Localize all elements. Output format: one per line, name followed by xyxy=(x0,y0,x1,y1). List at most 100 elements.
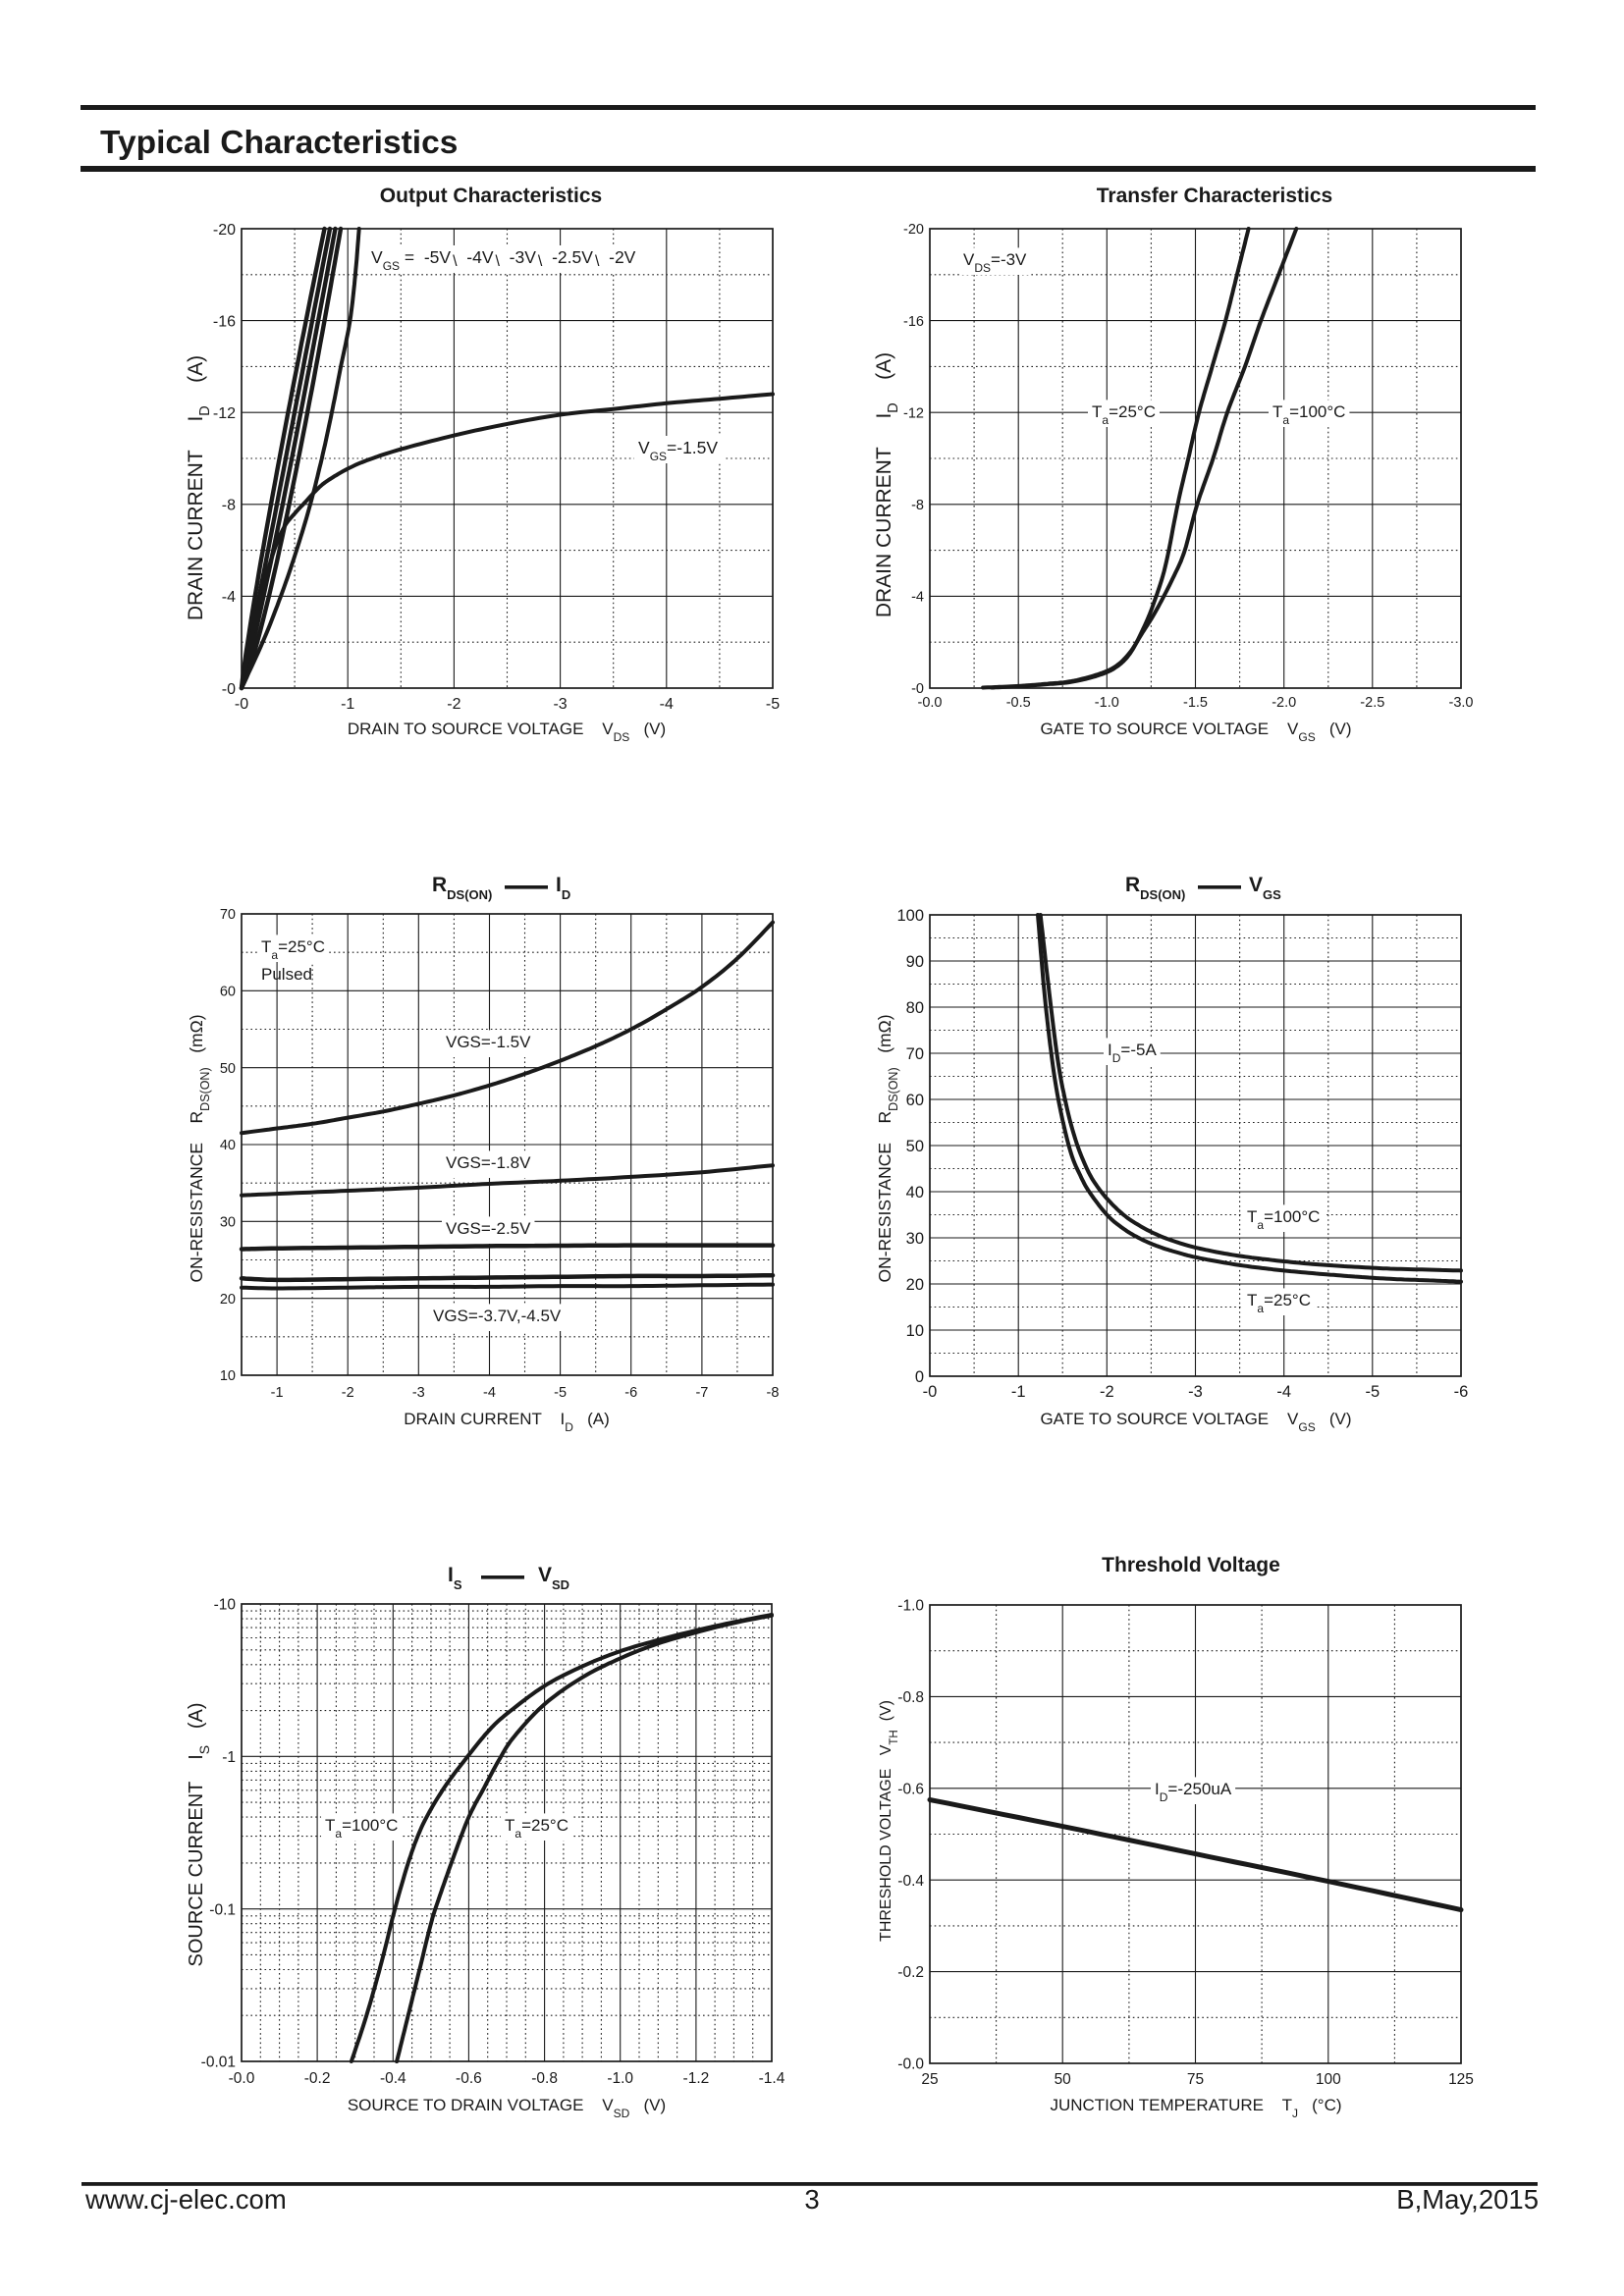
svg-text:VSD: VSD xyxy=(538,1564,569,1592)
svg-text:100: 100 xyxy=(896,907,924,925)
svg-text:-20: -20 xyxy=(903,222,924,238)
svg-text:70: 70 xyxy=(906,1045,924,1063)
svg-text:VGS=-3.7V,-4.5V: VGS=-3.7V,-4.5V xyxy=(433,1307,562,1325)
svg-text:-4: -4 xyxy=(483,1385,496,1401)
svg-text:-0: -0 xyxy=(235,696,248,713)
svg-text:VGS=-1.5V: VGS=-1.5V xyxy=(446,1033,531,1051)
svg-text:-8: -8 xyxy=(222,498,236,514)
svg-text:40: 40 xyxy=(220,1138,236,1153)
svg-text:Ta=100°C: Ta=100°C xyxy=(1272,402,1345,427)
svg-text:0: 0 xyxy=(915,1368,924,1386)
svg-text:75: 75 xyxy=(1187,2071,1204,2088)
svg-text:20: 20 xyxy=(906,1276,924,1294)
svg-text:-3: -3 xyxy=(1188,1383,1203,1401)
svg-text:THRESHOLD VOLTAGE VTH (V): THRESHOLD VOLTAGE VTH (V) xyxy=(878,1700,900,1942)
svg-text:70: 70 xyxy=(220,907,236,923)
svg-text:-2: -2 xyxy=(342,1385,354,1401)
svg-text:10: 10 xyxy=(220,1368,236,1384)
svg-text:-6: -6 xyxy=(624,1385,637,1401)
svg-text:90: 90 xyxy=(906,953,924,971)
svg-text:-7: -7 xyxy=(695,1385,708,1401)
svg-text:Typical Characteristics: Typical Characteristics xyxy=(100,125,458,161)
svg-text:-0: -0 xyxy=(923,1383,938,1401)
svg-text:VGS: VGS xyxy=(1249,874,1281,902)
svg-text:-3: -3 xyxy=(412,1385,425,1401)
svg-text:125: 125 xyxy=(1448,2071,1474,2088)
svg-text:60: 60 xyxy=(220,985,236,1000)
svg-text:-20: -20 xyxy=(213,222,236,239)
svg-text:www.cj-elec.com: www.cj-elec.com xyxy=(84,2184,287,2215)
svg-text:-1.4: -1.4 xyxy=(759,2070,785,2087)
svg-text:40: 40 xyxy=(906,1184,924,1201)
svg-text:-0: -0 xyxy=(911,681,924,697)
svg-text:-1.2: -1.2 xyxy=(683,2070,710,2087)
svg-text:ID=-250uA: ID=-250uA xyxy=(1155,1780,1232,1804)
svg-text:-0.1: -0.1 xyxy=(209,1901,236,1918)
svg-text:VGS=-1.8V: VGS=-1.8V xyxy=(446,1153,531,1172)
svg-text:-5: -5 xyxy=(554,1385,567,1401)
svg-text:50: 50 xyxy=(220,1061,236,1077)
svg-text:RDS(ON): RDS(ON) xyxy=(1125,874,1185,902)
svg-text:VGS=-1.5V: VGS=-1.5V xyxy=(638,438,718,463)
svg-text:Ta=25°C: Ta=25°C xyxy=(261,937,325,962)
svg-text:-4: -4 xyxy=(911,590,924,606)
svg-text:JUNCTION TEMPERATURE TJ (: JUNCTION TEMPERATURE TJ (°C) xyxy=(1050,2096,1341,2120)
svg-text:Output Characteristics: Output Characteristics xyxy=(380,185,602,207)
svg-text:-12: -12 xyxy=(213,405,236,422)
svg-text:GATE TO SOURCE VOLTAGE VGS: GATE TO SOURCE VOLTAGE VGS (V) xyxy=(1040,720,1351,744)
svg-text:-8: -8 xyxy=(767,1385,780,1401)
svg-text:Ta=100°C: Ta=100°C xyxy=(1247,1207,1320,1232)
svg-text:Threshold Voltage: Threshold Voltage xyxy=(1102,1554,1280,1576)
svg-text:-4: -4 xyxy=(660,696,674,713)
svg-text:-1.5: -1.5 xyxy=(1183,695,1208,711)
svg-text:-2: -2 xyxy=(447,696,460,713)
svg-text:-16: -16 xyxy=(213,313,236,330)
svg-text:-4: -4 xyxy=(1276,1383,1291,1401)
svg-text:-1.0: -1.0 xyxy=(1095,695,1119,711)
svg-text:SOURCE TO DRAIN VOLTAGE VSD: SOURCE TO DRAIN VOLTAGE VSD (V) xyxy=(348,2096,666,2120)
svg-text:ID: ID xyxy=(556,874,570,902)
svg-text:-0.01: -0.01 xyxy=(201,2055,236,2071)
svg-text:-1: -1 xyxy=(222,1749,236,1766)
svg-text:-2.0: -2.0 xyxy=(1272,695,1296,711)
svg-text:VGS = -5V\ -4V\ -3V\ -2.5V: VGS = -5V \ -4V \ -3V \ -2.5V \ -2V xyxy=(371,247,636,273)
svg-text:-0.6: -0.6 xyxy=(897,1781,924,1797)
svg-text:25: 25 xyxy=(921,2071,938,2088)
svg-text:-0.0: -0.0 xyxy=(229,2070,255,2087)
svg-text:-0.2: -0.2 xyxy=(897,1964,924,1981)
svg-text:DRAIN CURRENT ID (A): DRAIN CURRENT ID (A) xyxy=(873,352,901,617)
svg-text:80: 80 xyxy=(906,999,924,1017)
svg-text:Transfer Characteristics: Transfer Characteristics xyxy=(1097,185,1332,207)
svg-text:-5: -5 xyxy=(1365,1383,1380,1401)
svg-text:GATE TO SOURCE VOLTAGE VGS: GATE TO SOURCE VOLTAGE VGS (V) xyxy=(1040,1410,1351,1434)
svg-text:Ta=100°C: Ta=100°C xyxy=(325,1816,398,1841)
svg-text:60: 60 xyxy=(906,1092,924,1109)
svg-text:3: 3 xyxy=(804,2184,819,2215)
svg-text:ID=-5A: ID=-5A xyxy=(1108,1041,1157,1065)
svg-text:-12: -12 xyxy=(903,405,924,421)
svg-text:-0.0: -0.0 xyxy=(918,695,943,711)
svg-text:VDS=-3V: VDS=-3V xyxy=(963,250,1027,275)
svg-text:B,May,2015: B,May,2015 xyxy=(1396,2184,1539,2215)
svg-text:-3: -3 xyxy=(553,696,567,713)
svg-text:SOURCE CURRENT IS (A): SOURCE CURRENT IS (A) xyxy=(186,1702,212,1966)
svg-text:-5: -5 xyxy=(766,696,780,713)
svg-text:10: 10 xyxy=(906,1322,924,1340)
svg-text:IS: IS xyxy=(448,1564,462,1592)
svg-text:DRAIN TO SOURCE VOLTAGE VDS: DRAIN TO SOURCE VOLTAGE VDS (V) xyxy=(348,720,666,744)
svg-text:30: 30 xyxy=(906,1230,924,1248)
svg-text:-16: -16 xyxy=(903,314,924,330)
svg-text:-2.5: -2.5 xyxy=(1360,695,1384,711)
svg-text:ON-RESISTANCE RDS(ON) (mΩ: ON-RESISTANCE RDS(ON) (mΩ) xyxy=(187,1014,212,1282)
svg-text:-1.0: -1.0 xyxy=(897,1598,924,1615)
svg-text:DRAIN CURRENT ID (A): DRAIN CURRENT ID (A) xyxy=(185,355,213,620)
svg-text:-1.0: -1.0 xyxy=(607,2070,633,2087)
svg-text:-0.0: -0.0 xyxy=(897,2056,924,2073)
svg-text:-3.0: -3.0 xyxy=(1449,695,1474,711)
svg-text:-0.4: -0.4 xyxy=(380,2070,406,2087)
svg-text:Ta=25°C: Ta=25°C xyxy=(1247,1291,1311,1315)
svg-text:-0.8: -0.8 xyxy=(897,1689,924,1706)
svg-text:-1: -1 xyxy=(341,696,354,713)
svg-text:-0.8: -0.8 xyxy=(531,2070,558,2087)
svg-text:VGS=-2.5V: VGS=-2.5V xyxy=(446,1219,531,1238)
